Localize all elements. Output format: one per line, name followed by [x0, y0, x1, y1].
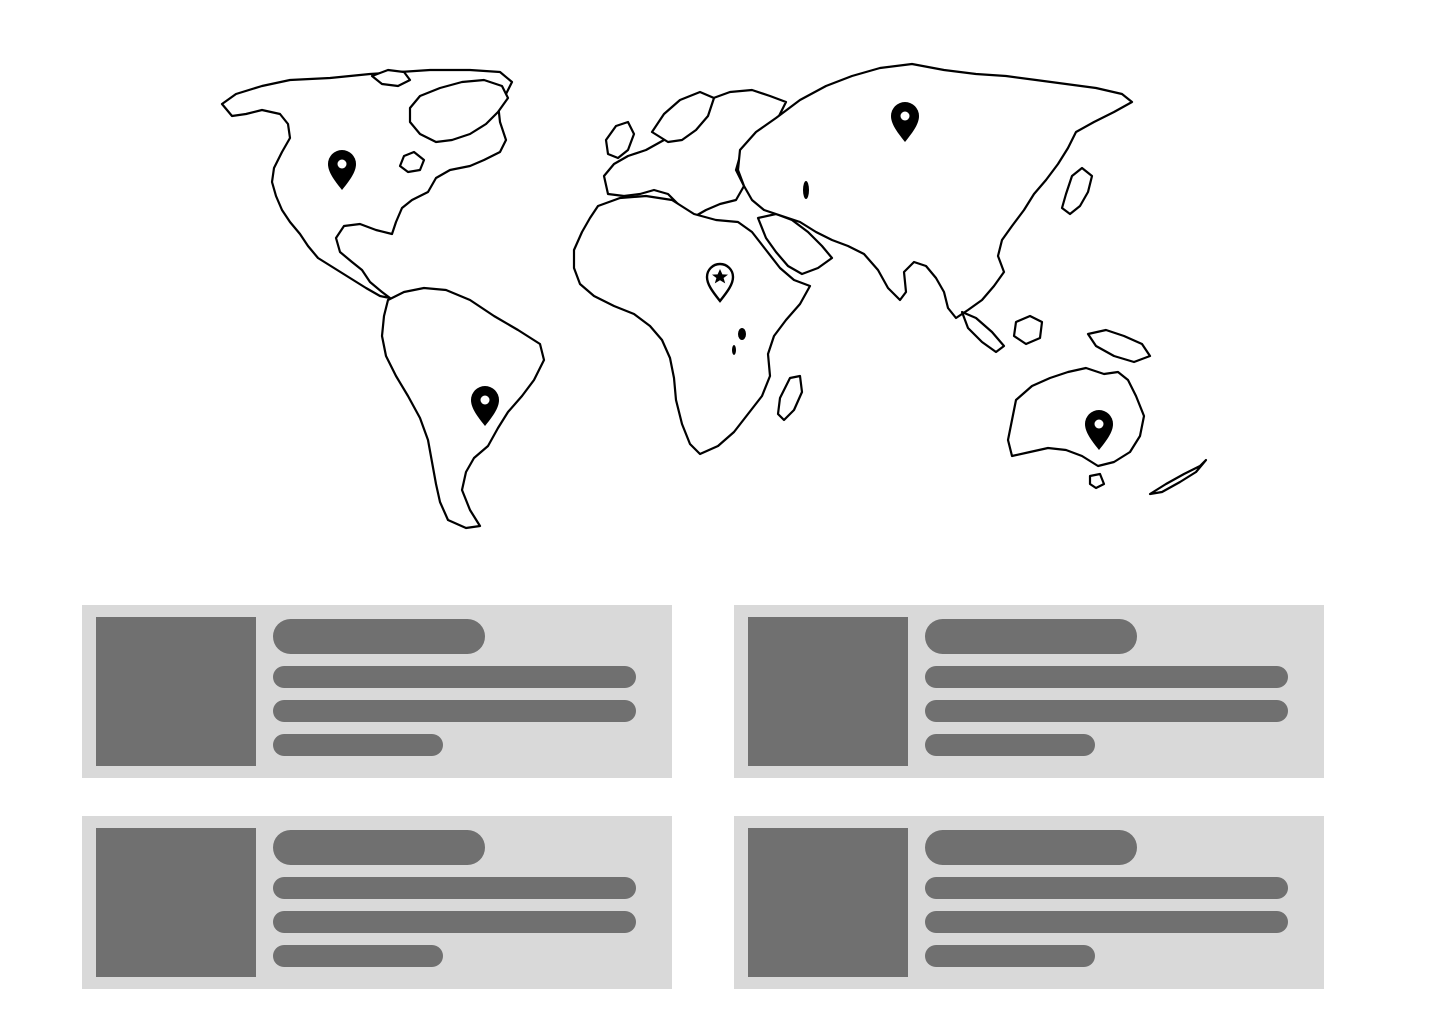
lake-victoria — [738, 328, 746, 340]
world-map — [220, 62, 1208, 530]
card-text-placeholder — [925, 877, 1288, 899]
card-title-placeholder — [925, 619, 1137, 654]
lake-africa-south — [732, 345, 736, 355]
card-thumbnail — [96, 828, 256, 977]
location-card-3[interactable] — [82, 816, 672, 989]
island-greenland — [408, 78, 510, 144]
card-text-placeholder — [273, 734, 443, 756]
island-borneo — [1012, 314, 1044, 346]
continent-australia — [1006, 366, 1146, 468]
location-pin-africa-star[interactable] — [705, 262, 735, 303]
location-pin-russia[interactable] — [891, 102, 919, 142]
card-title-placeholder — [273, 619, 485, 654]
island-new-guinea — [1086, 328, 1152, 364]
star-icon — [712, 269, 728, 284]
location-card-4[interactable] — [734, 816, 1324, 989]
continent-asia — [736, 62, 1134, 320]
location-pin-north-america[interactable] — [328, 150, 356, 190]
card-thumbnail — [748, 617, 908, 766]
card-title-placeholder — [925, 830, 1137, 865]
continent-africa — [572, 194, 812, 456]
island-sumatra — [960, 310, 1006, 354]
card-text-placeholder — [925, 945, 1095, 967]
island-tasmania — [1088, 472, 1106, 490]
lake-caspian — [803, 181, 809, 199]
card-text-placeholder — [273, 911, 636, 933]
card-text-placeholder — [925, 911, 1288, 933]
card-text-placeholder — [925, 700, 1288, 722]
region-scandinavia — [650, 90, 716, 144]
card-text-placeholder — [273, 877, 636, 899]
island-japan — [1060, 166, 1094, 216]
island-baffin — [398, 150, 426, 174]
location-card-1[interactable] — [82, 605, 672, 778]
location-pin-south-america[interactable] — [471, 386, 499, 426]
card-thumbnail — [96, 617, 256, 766]
card-text-placeholder — [925, 666, 1288, 688]
card-text-placeholder — [273, 945, 443, 967]
card-thumbnail — [748, 828, 908, 977]
card-text-placeholder — [273, 700, 636, 722]
island-arctic — [370, 68, 412, 88]
island-new-zealand — [1148, 458, 1208, 496]
island-madagascar — [776, 374, 804, 422]
card-text-placeholder — [273, 666, 636, 688]
island-uk — [604, 120, 636, 160]
card-title-placeholder — [273, 830, 485, 865]
continent-south-america — [380, 286, 546, 530]
location-pin-australia[interactable] — [1085, 410, 1113, 450]
location-card-2[interactable] — [734, 605, 1324, 778]
card-text-placeholder — [925, 734, 1095, 756]
